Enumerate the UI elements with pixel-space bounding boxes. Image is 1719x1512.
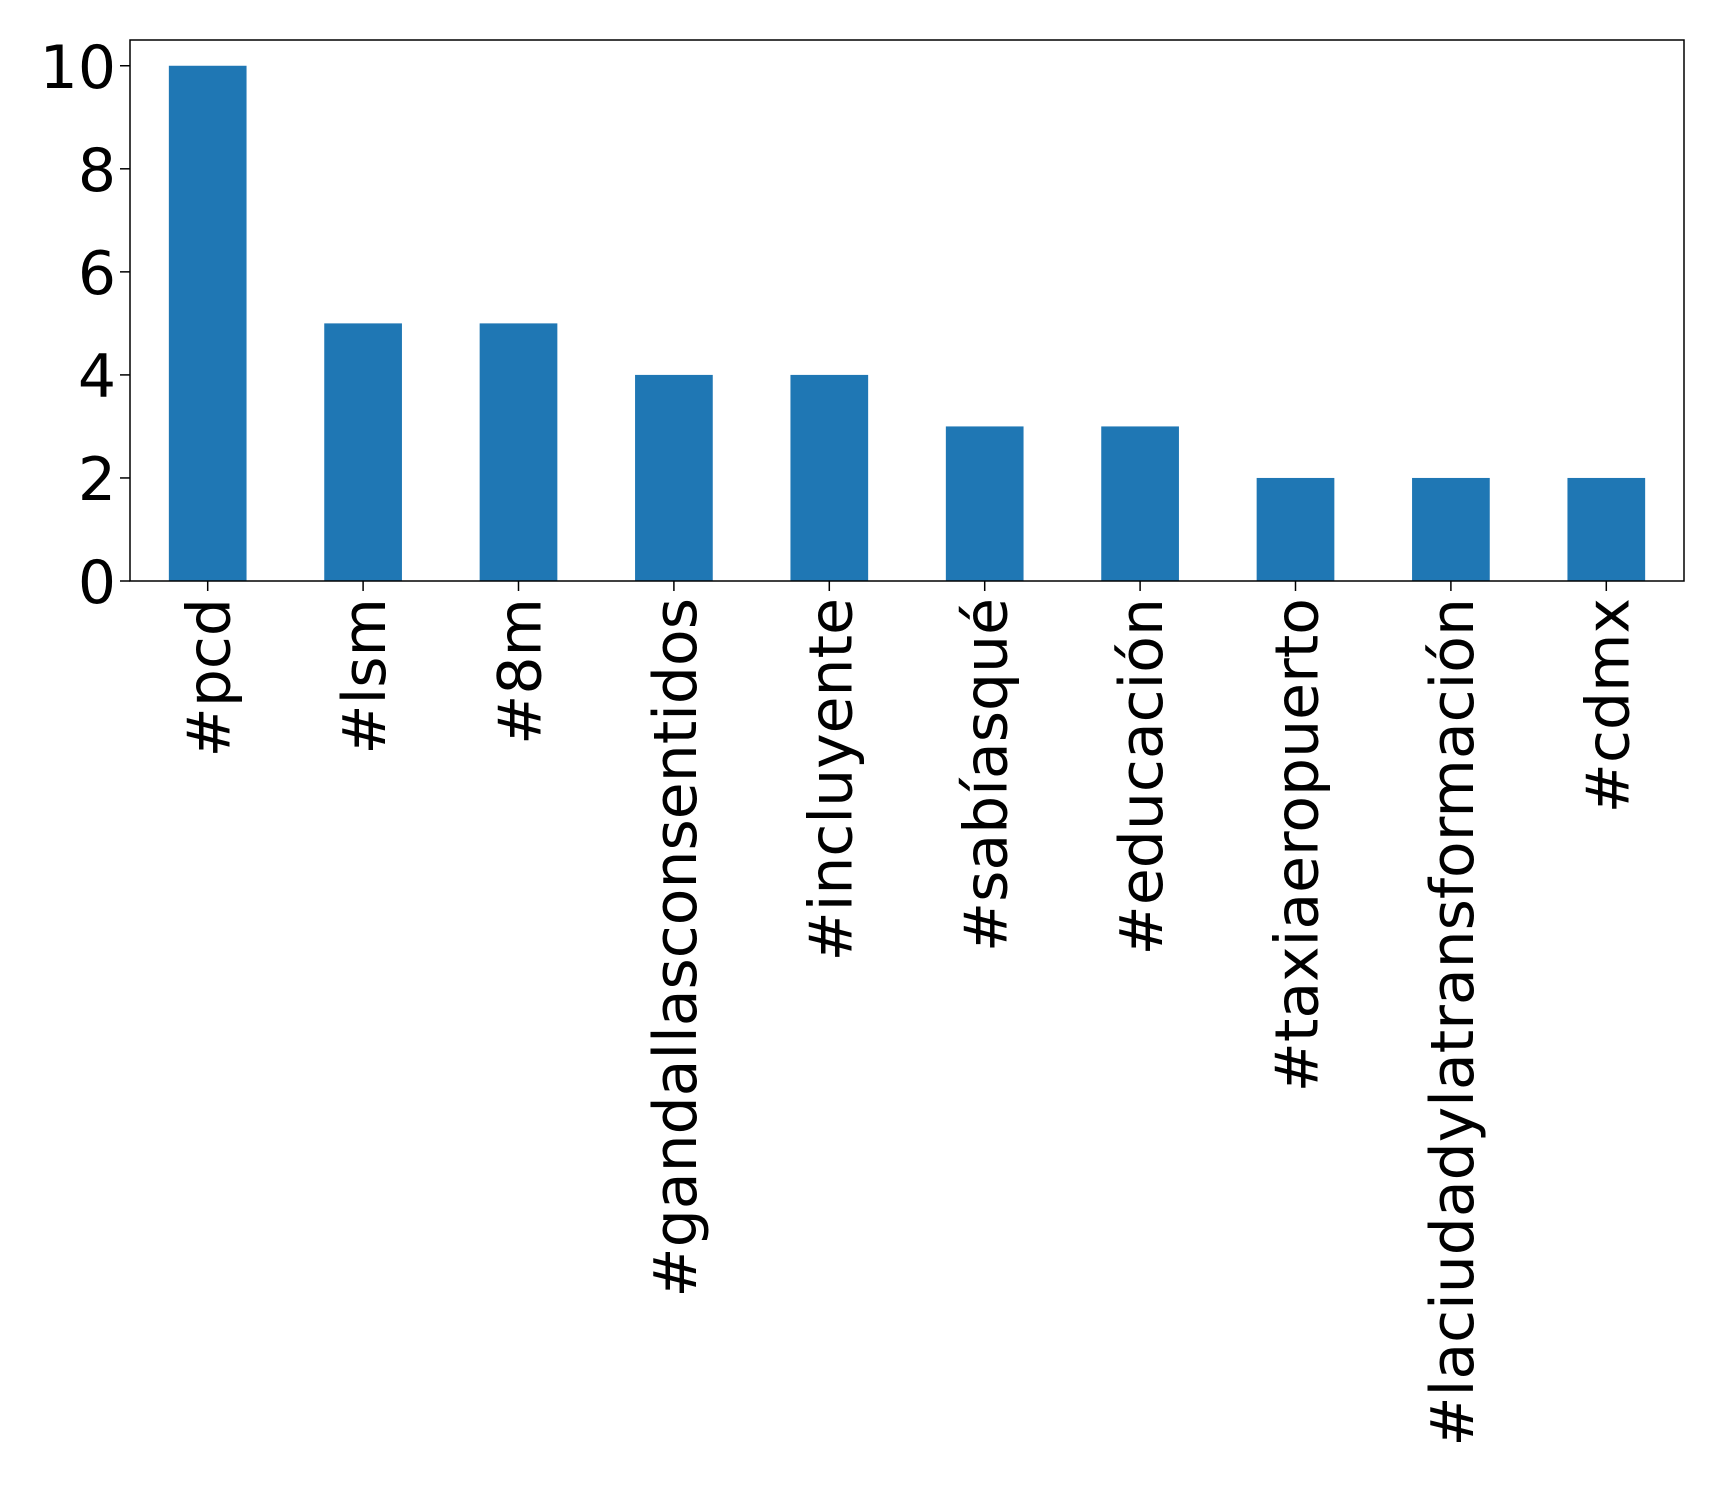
bar-8 [1412,477,1490,581]
x-tick-label-2: #8m [486,598,556,745]
y-tick-label-5: 10 [40,33,116,103]
bar-1 [324,323,402,581]
y-axis: 0 2 4 6 8 10 [40,33,130,618]
y-tick-label-0: 0 [78,548,116,618]
y-tick-label-4: 8 [78,136,116,206]
y-tick-label-1: 2 [78,445,116,515]
bar-7 [1256,477,1335,581]
plot-frame [129,39,1685,582]
x-tick-label-0: #pcd [175,598,245,757]
x-tick-label-3: #gandallasconsentidos [641,598,711,1298]
bar-5 [945,426,1024,581]
bar-0 [168,65,247,581]
x-tick-label-4: #incluyente [796,598,866,962]
bar-2 [479,323,558,581]
bar-9 [1567,477,1646,581]
bar-6 [1101,426,1179,581]
bar-4 [790,374,869,581]
x-tick-label-1: #lsm [330,598,400,755]
y-tick-label-3: 6 [78,239,116,309]
x-tick-label-8: #laciudadylatransformación [1418,598,1488,1447]
x-tick-label-6: #educación [1107,598,1177,955]
y-tick-label-2: 4 [78,342,116,412]
bars-group [168,65,1646,581]
x-axis: #pcd #lsm #8m #gandallasconsentidos #incluye… [175,581,1643,1447]
x-tick-label-7: #taxiaeropuerto [1263,598,1333,1092]
bar-3 [635,374,713,581]
x-tick-label-5: #sabíasqué [952,598,1022,952]
x-tick-label-9: #cdmx [1573,598,1643,813]
